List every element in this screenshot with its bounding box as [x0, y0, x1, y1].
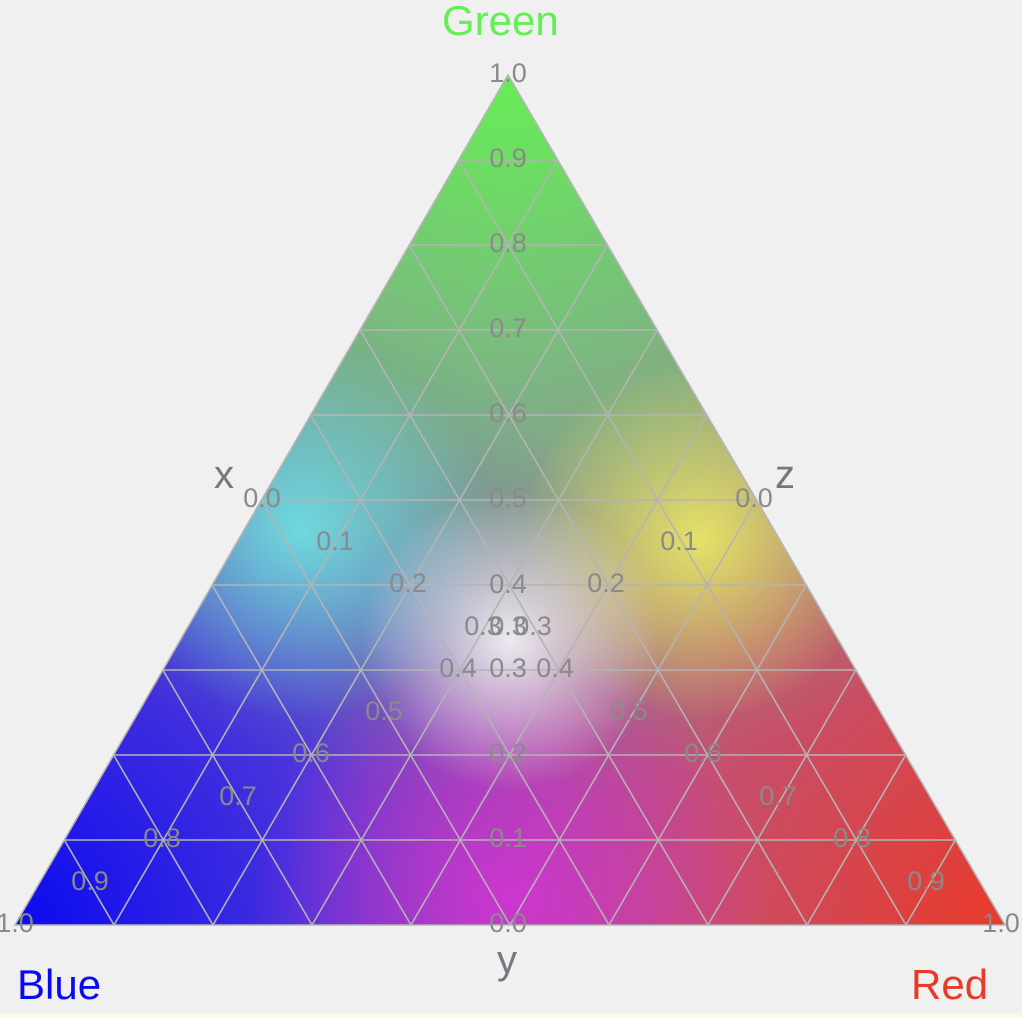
tick-label-z: 0.7 — [759, 781, 797, 811]
grid-line-right-family — [707, 669, 857, 926]
tick-label-green: 0.0 — [489, 908, 527, 938]
tick-label-z: 0.3 — [514, 611, 552, 641]
tick-label-x: 0.2 — [389, 568, 427, 598]
grid-line-right-family — [905, 839, 956, 926]
bottom-strip — [0, 1013, 1022, 1018]
grid-line-left-family — [63, 839, 115, 926]
grid-line-left-family — [359, 329, 709, 926]
tick-labels: 1.00.90.80.70.60.50.40.30.30.20.10.00.00… — [0, 58, 1020, 938]
tick-label-x: 0.0 — [243, 483, 281, 513]
tick-label-z: 1.0 — [982, 908, 1020, 938]
tick-label-z: 0.2 — [587, 568, 625, 598]
tick-label-green: 0.3 — [489, 611, 527, 641]
tick-label-z: 0.4 — [536, 653, 574, 683]
tick-label-green: 0.9 — [489, 143, 527, 173]
grid-line-right-family — [509, 499, 758, 926]
tick-label-x: 0.1 — [316, 526, 354, 556]
tick-label-x: 0.8 — [143, 823, 181, 853]
tick-label-x: 0.7 — [219, 781, 257, 811]
grid-line-right-family — [311, 329, 658, 926]
tick-label-green: 0.5 — [489, 483, 527, 513]
grid-lines — [13, 73, 1007, 926]
tick-label-z: 0.9 — [907, 866, 945, 896]
tick-label-green: 0.6 — [489, 398, 527, 428]
tick-label-green: 0.8 — [489, 228, 527, 258]
grid-line-right-family — [113, 159, 559, 926]
tick-label-x: 0.9 — [71, 866, 109, 896]
tick-label-green: 0.1 — [489, 823, 527, 853]
triangle-outline — [13, 73, 1007, 926]
grid-line-left-family — [408, 244, 808, 926]
tick-label-x: 0.3 — [464, 611, 502, 641]
tick-label-x: 1.0 — [0, 908, 34, 938]
corner-label-blue: Blue — [17, 961, 102, 1008]
grid-line-left-family — [260, 499, 511, 926]
corner-label-green: Green — [442, 0, 559, 44]
grid-line-left-family — [458, 159, 907, 926]
tick-label-x: 0.6 — [292, 738, 330, 768]
grid-line-right-family — [212, 244, 609, 926]
tick-label-z: 0.1 — [660, 526, 698, 556]
tick-label-green: 1.0 — [489, 58, 527, 88]
tick-label-z: 0.5 — [610, 696, 648, 726]
axis-label-z: z — [775, 453, 795, 497]
tick-label-green: 0.2 — [489, 738, 527, 768]
tick-label-x: 0.4 — [439, 653, 477, 683]
tick-label-x: 0.5 — [365, 696, 403, 726]
tick-label-z: 0.6 — [684, 738, 722, 768]
axis-label-x: x — [214, 453, 234, 497]
axis-label-y: y — [497, 938, 517, 982]
tick-label-green: 0.4 — [489, 569, 527, 599]
tick-label-green: 0.7 — [489, 313, 527, 343]
tick-label-z: 0.8 — [833, 823, 871, 853]
corner-label-red: Red — [911, 961, 989, 1008]
tick-label-z: 0.0 — [735, 483, 773, 513]
grid-line-left-family — [162, 669, 313, 926]
tick-label-green: 0.3 — [489, 653, 527, 683]
